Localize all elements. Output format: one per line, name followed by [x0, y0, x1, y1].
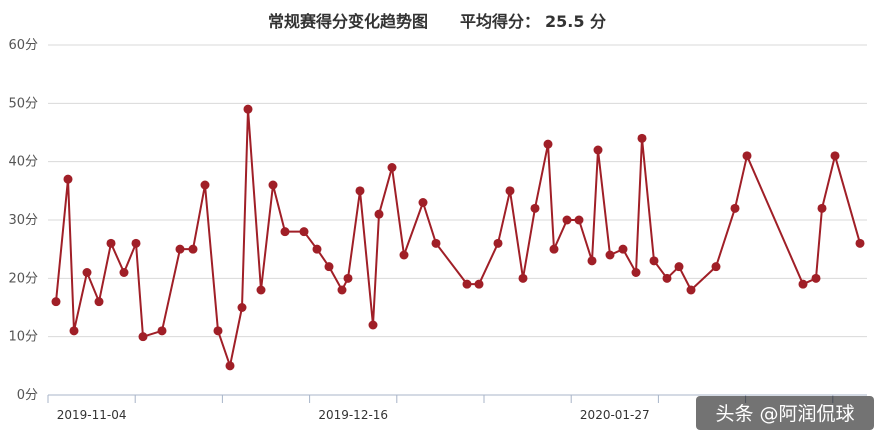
average-value: 25.5 分 [545, 12, 606, 31]
y-tick-label: 0分 [17, 388, 38, 403]
data-point [299, 227, 309, 237]
data-point [237, 303, 247, 312]
data-point [343, 273, 353, 283]
data-point [119, 268, 129, 277]
data-point [94, 297, 104, 307]
watermark: 头条 @阿润侃球 [696, 396, 874, 430]
data-point [157, 326, 167, 336]
chart-title: 常规赛得分变化趋势图 [268, 12, 428, 31]
data-point [855, 238, 865, 248]
average-label: 平均得分： [460, 12, 540, 31]
data-point [742, 151, 752, 161]
data-point [798, 279, 808, 289]
data-point [131, 238, 141, 248]
data-point [69, 326, 79, 336]
data-point [562, 215, 572, 225]
data-point [811, 273, 821, 283]
data-point [711, 262, 721, 272]
data-point [213, 326, 223, 336]
data-point [418, 198, 428, 207]
data-point [399, 250, 409, 260]
data-point [587, 256, 597, 266]
data-point [106, 238, 116, 248]
data-point [138, 332, 148, 342]
data-point [175, 244, 185, 254]
data-point [518, 273, 528, 283]
data-point [817, 203, 827, 213]
y-tick-label: 20分 [8, 271, 38, 286]
data-point [662, 273, 672, 283]
grid-lines [48, 44, 867, 338]
data-point [618, 244, 628, 254]
data-point [549, 244, 559, 254]
y-axis: 0分 10分 20分 30分 40分 50分 60分 [8, 38, 38, 403]
data-point [368, 320, 378, 330]
series-line [55, 108, 861, 367]
y-tick-label: 40分 [8, 155, 38, 170]
x-tick-label: 2019-11-04 [57, 408, 127, 422]
data-point [268, 180, 278, 190]
data-point [543, 139, 553, 149]
data-point [337, 285, 347, 295]
data-point [431, 238, 441, 248]
x-axis: 2019-11-04 2019-12-16 2020-01-27 [47, 394, 867, 422]
data-point [82, 268, 92, 277]
data-point [387, 163, 397, 172]
x-tick-label: 2020-01-27 [580, 408, 650, 422]
data-point [225, 361, 235, 371]
data-point [637, 133, 647, 143]
x-tick-label: 2019-12-16 [318, 408, 388, 422]
data-point [830, 151, 840, 161]
data-point [649, 256, 659, 266]
y-tick-label: 30分 [8, 213, 38, 228]
data-point [188, 244, 198, 254]
watermark-text: 头条 @阿润侃球 [715, 403, 854, 425]
data-point [324, 262, 334, 272]
data-point [256, 285, 266, 295]
data-point [674, 262, 684, 272]
data-point [200, 180, 210, 190]
data-point [312, 244, 322, 254]
data-point [355, 186, 365, 196]
data-point [605, 250, 615, 260]
series-layer [51, 104, 865, 371]
data-point [374, 209, 384, 219]
data-point [631, 268, 641, 277]
y-tick-label: 50分 [8, 96, 38, 111]
data-point [51, 297, 61, 307]
data-point [493, 238, 503, 248]
data-point [530, 203, 540, 213]
data-point [686, 285, 696, 295]
data-point [474, 279, 484, 289]
data-point [63, 174, 73, 184]
data-point [462, 279, 472, 289]
y-tick-label: 60分 [8, 38, 38, 53]
data-point [243, 104, 253, 114]
data-point [593, 145, 603, 155]
y-tick-label: 10分 [8, 330, 38, 345]
data-point [730, 203, 740, 213]
data-point [574, 215, 584, 225]
data-point [505, 186, 515, 196]
data-point [280, 227, 290, 237]
